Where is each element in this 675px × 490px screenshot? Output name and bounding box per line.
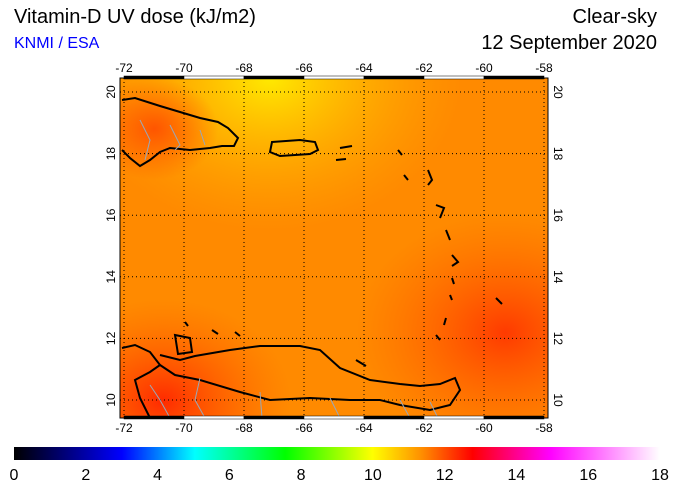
lat-tick-label: 20	[104, 85, 118, 99]
colorbar-tick-label: 18	[651, 467, 669, 484]
lon-tick-label: -70	[175, 421, 193, 435]
lat-tick-label: 14	[551, 270, 565, 284]
colorbar-tick-label: 12	[436, 467, 454, 484]
lon-tick-label: -66	[295, 61, 313, 75]
credit-label: KNMI / ESA	[14, 35, 100, 52]
frame-segment	[483, 75, 545, 80]
frame-segment	[243, 415, 305, 420]
lat-tick-label: 16	[551, 209, 565, 223]
lat-tick-label: 18	[104, 147, 118, 161]
frame-segment	[183, 75, 245, 80]
colorbar-tick-label: 6	[225, 467, 234, 484]
frame-segment	[123, 75, 185, 80]
lat-tick-label: 20	[551, 85, 565, 99]
lon-tick-label: -72	[115, 61, 133, 75]
lon-tick-label: -60	[475, 61, 493, 75]
frame-segment	[303, 75, 365, 80]
colorbar-tick-label: 16	[579, 467, 597, 484]
lat-ticks-left: 10 12 14 16 18 20	[104, 85, 118, 407]
colorbar	[14, 447, 660, 460]
lon-tick-label: -58	[535, 421, 553, 435]
colorbar-ticks: 0 2 4 6 8 10 12 14 16 18	[10, 467, 669, 484]
lat-tick-label: 10	[551, 393, 565, 407]
frame-segment	[243, 75, 305, 80]
frame-segment	[183, 415, 245, 420]
frame-segment	[423, 75, 485, 80]
lat-tick-label: 12	[104, 331, 118, 345]
lat-tick-label: 12	[551, 332, 565, 346]
colorbar-tick-label: 10	[364, 467, 382, 484]
frame-segment	[423, 415, 485, 420]
lon-tick-label: -62	[415, 421, 433, 435]
coastlines	[121, 96, 503, 418]
frame-segment	[363, 75, 425, 80]
date-label: 12 September 2020	[481, 32, 657, 54]
lon-ticks-bottom: -72 -70 -68 -66 -64 -62 -60 -58	[115, 421, 553, 435]
uv-field	[120, 78, 548, 418]
map-frame	[123, 75, 545, 420]
frame-segment	[303, 415, 365, 420]
lon-tick-label: -64	[355, 421, 373, 435]
colorbar-tick-label: 14	[508, 467, 526, 484]
lon-tick-label: -70	[175, 61, 193, 75]
colorbar-tick-label: 8	[297, 467, 306, 484]
colorbar-tick-label: 4	[153, 467, 162, 484]
lon-tick-label: -72	[115, 421, 133, 435]
frame-segment	[363, 415, 425, 420]
lon-tick-label: -68	[235, 421, 253, 435]
frame-segment	[123, 415, 185, 420]
lon-tick-label: -60	[475, 421, 493, 435]
lon-tick-label: -66	[295, 421, 313, 435]
lon-tick-label: -62	[415, 61, 433, 75]
lat-tick-label: 16	[104, 208, 118, 222]
frame-segment	[483, 415, 545, 420]
graticule	[120, 78, 548, 418]
colorbar-tick-label: 2	[81, 467, 90, 484]
colorbar-tick-label: 0	[10, 467, 19, 484]
lat-tick-label: 18	[551, 147, 565, 161]
borders	[139, 119, 439, 418]
lon-tick-label: -58	[535, 61, 553, 75]
lat-tick-label: 10	[104, 393, 118, 407]
condition-label: Clear-sky	[572, 6, 657, 28]
lat-ticks-right: 10 12 14 16 18 20	[551, 85, 565, 407]
map-title: Vitamin-D UV dose (kJ/m2)	[14, 6, 256, 28]
lon-ticks-top: -72 -70 -68 -66 -64 -62 -60 -58	[115, 61, 553, 75]
lon-tick-label: -64	[355, 61, 373, 75]
lat-tick-label: 14	[104, 270, 118, 284]
lon-tick-label: -68	[235, 61, 253, 75]
